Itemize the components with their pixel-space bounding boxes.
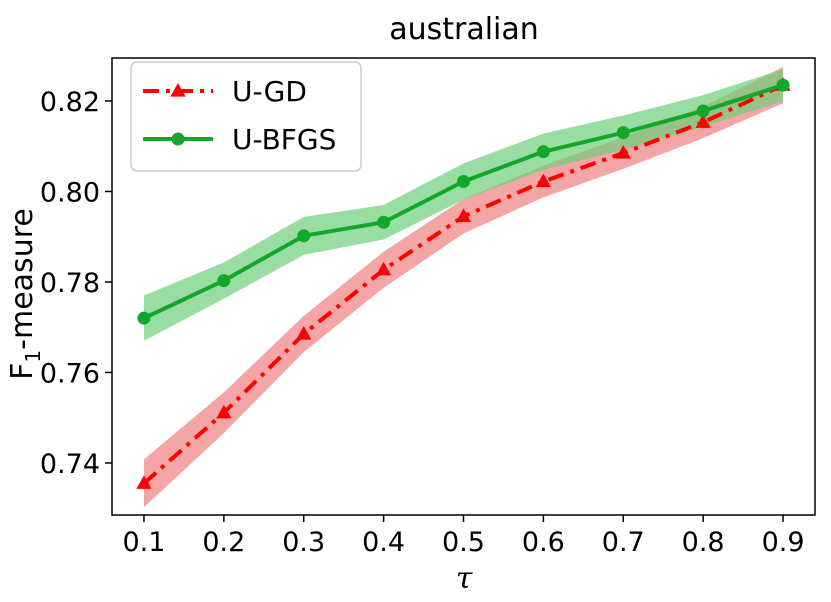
series-markers: [136, 77, 791, 489]
chart-title: australian: [389, 12, 539, 47]
x-tick-label: 0.9: [762, 527, 805, 558]
y-axis-title-main: F: [5, 363, 40, 380]
x-tick-label: 0.7: [602, 527, 645, 558]
axis-ticks: 0.1 0.2 0.3 0.4 0.5 0.6 0.7 0.8 0.9 0.74 0.76 0.78 0…: [40, 87, 805, 558]
y-tick-label: 0.82: [40, 87, 100, 118]
legend: U-GD U-BFGS: [130, 61, 362, 172]
data-point-u-bfgs: [297, 229, 311, 243]
data-point-u-bfgs: [457, 175, 470, 189]
data-point-u-gd: [376, 261, 392, 276]
data-point-u-bfgs: [536, 145, 550, 159]
data-point-u-gd: [216, 404, 232, 419]
data-point-u-bfgs: [696, 104, 710, 118]
legend-label-u-gd: U-GD: [232, 75, 307, 108]
legend-marker-u-bfgs: [171, 132, 185, 146]
y-axis-title-subscript: 1: [21, 350, 45, 363]
data-point-u-bfgs: [137, 311, 151, 325]
y-tick-label: 0.80: [40, 177, 100, 208]
y-axis-title: F1-measure: [5, 208, 45, 380]
data-point-u-gd: [136, 475, 152, 489]
legend-marker-u-gd: [170, 83, 186, 97]
x-tick-label: 0.8: [682, 527, 725, 558]
x-tick-label: 0.3: [282, 527, 325, 558]
data-point-u-gd: [535, 173, 551, 188]
x-tick-label: 0.6: [522, 527, 565, 558]
data-point-u-bfgs: [616, 126, 630, 140]
legend-label-u-bfgs: U-BFGS: [232, 123, 336, 156]
y-axis-title-suffix: -measure: [5, 208, 40, 350]
x-axis-title: τ: [456, 561, 473, 596]
data-point-u-gd: [615, 145, 631, 159]
y-tick-label: 0.78: [40, 268, 100, 299]
x-tick-label: 0.4: [362, 527, 405, 558]
x-tick-label: 0.5: [442, 527, 485, 558]
y-tick-label: 0.76: [40, 358, 100, 389]
x-tick-label: 0.1: [122, 527, 165, 558]
data-point-u-bfgs: [776, 78, 790, 92]
data-point-u-gd: [695, 114, 711, 128]
y-tick-label: 0.74: [40, 449, 100, 480]
data-point-u-bfgs: [377, 215, 391, 229]
x-tick-label: 0.2: [202, 527, 245, 558]
plot-frame: [111, 57, 816, 516]
data-point-u-gd: [296, 326, 312, 340]
data-point-u-bfgs: [217, 274, 231, 288]
data-point-u-gd: [455, 208, 472, 222]
